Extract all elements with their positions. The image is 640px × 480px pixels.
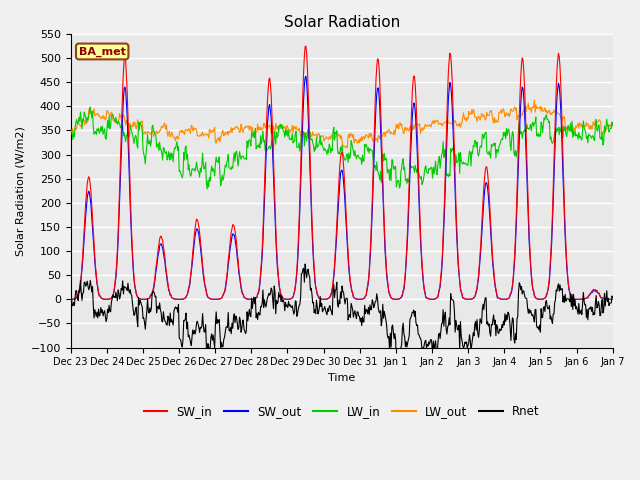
Y-axis label: Solar Radiation (W/m2): Solar Radiation (W/m2) [15, 126, 25, 256]
Legend: SW_in, SW_out, LW_in, LW_out, Rnet: SW_in, SW_out, LW_in, LW_out, Rnet [139, 401, 545, 423]
Title: Solar Radiation: Solar Radiation [284, 15, 400, 30]
X-axis label: Time: Time [328, 373, 355, 383]
Text: BA_met: BA_met [79, 47, 125, 57]
